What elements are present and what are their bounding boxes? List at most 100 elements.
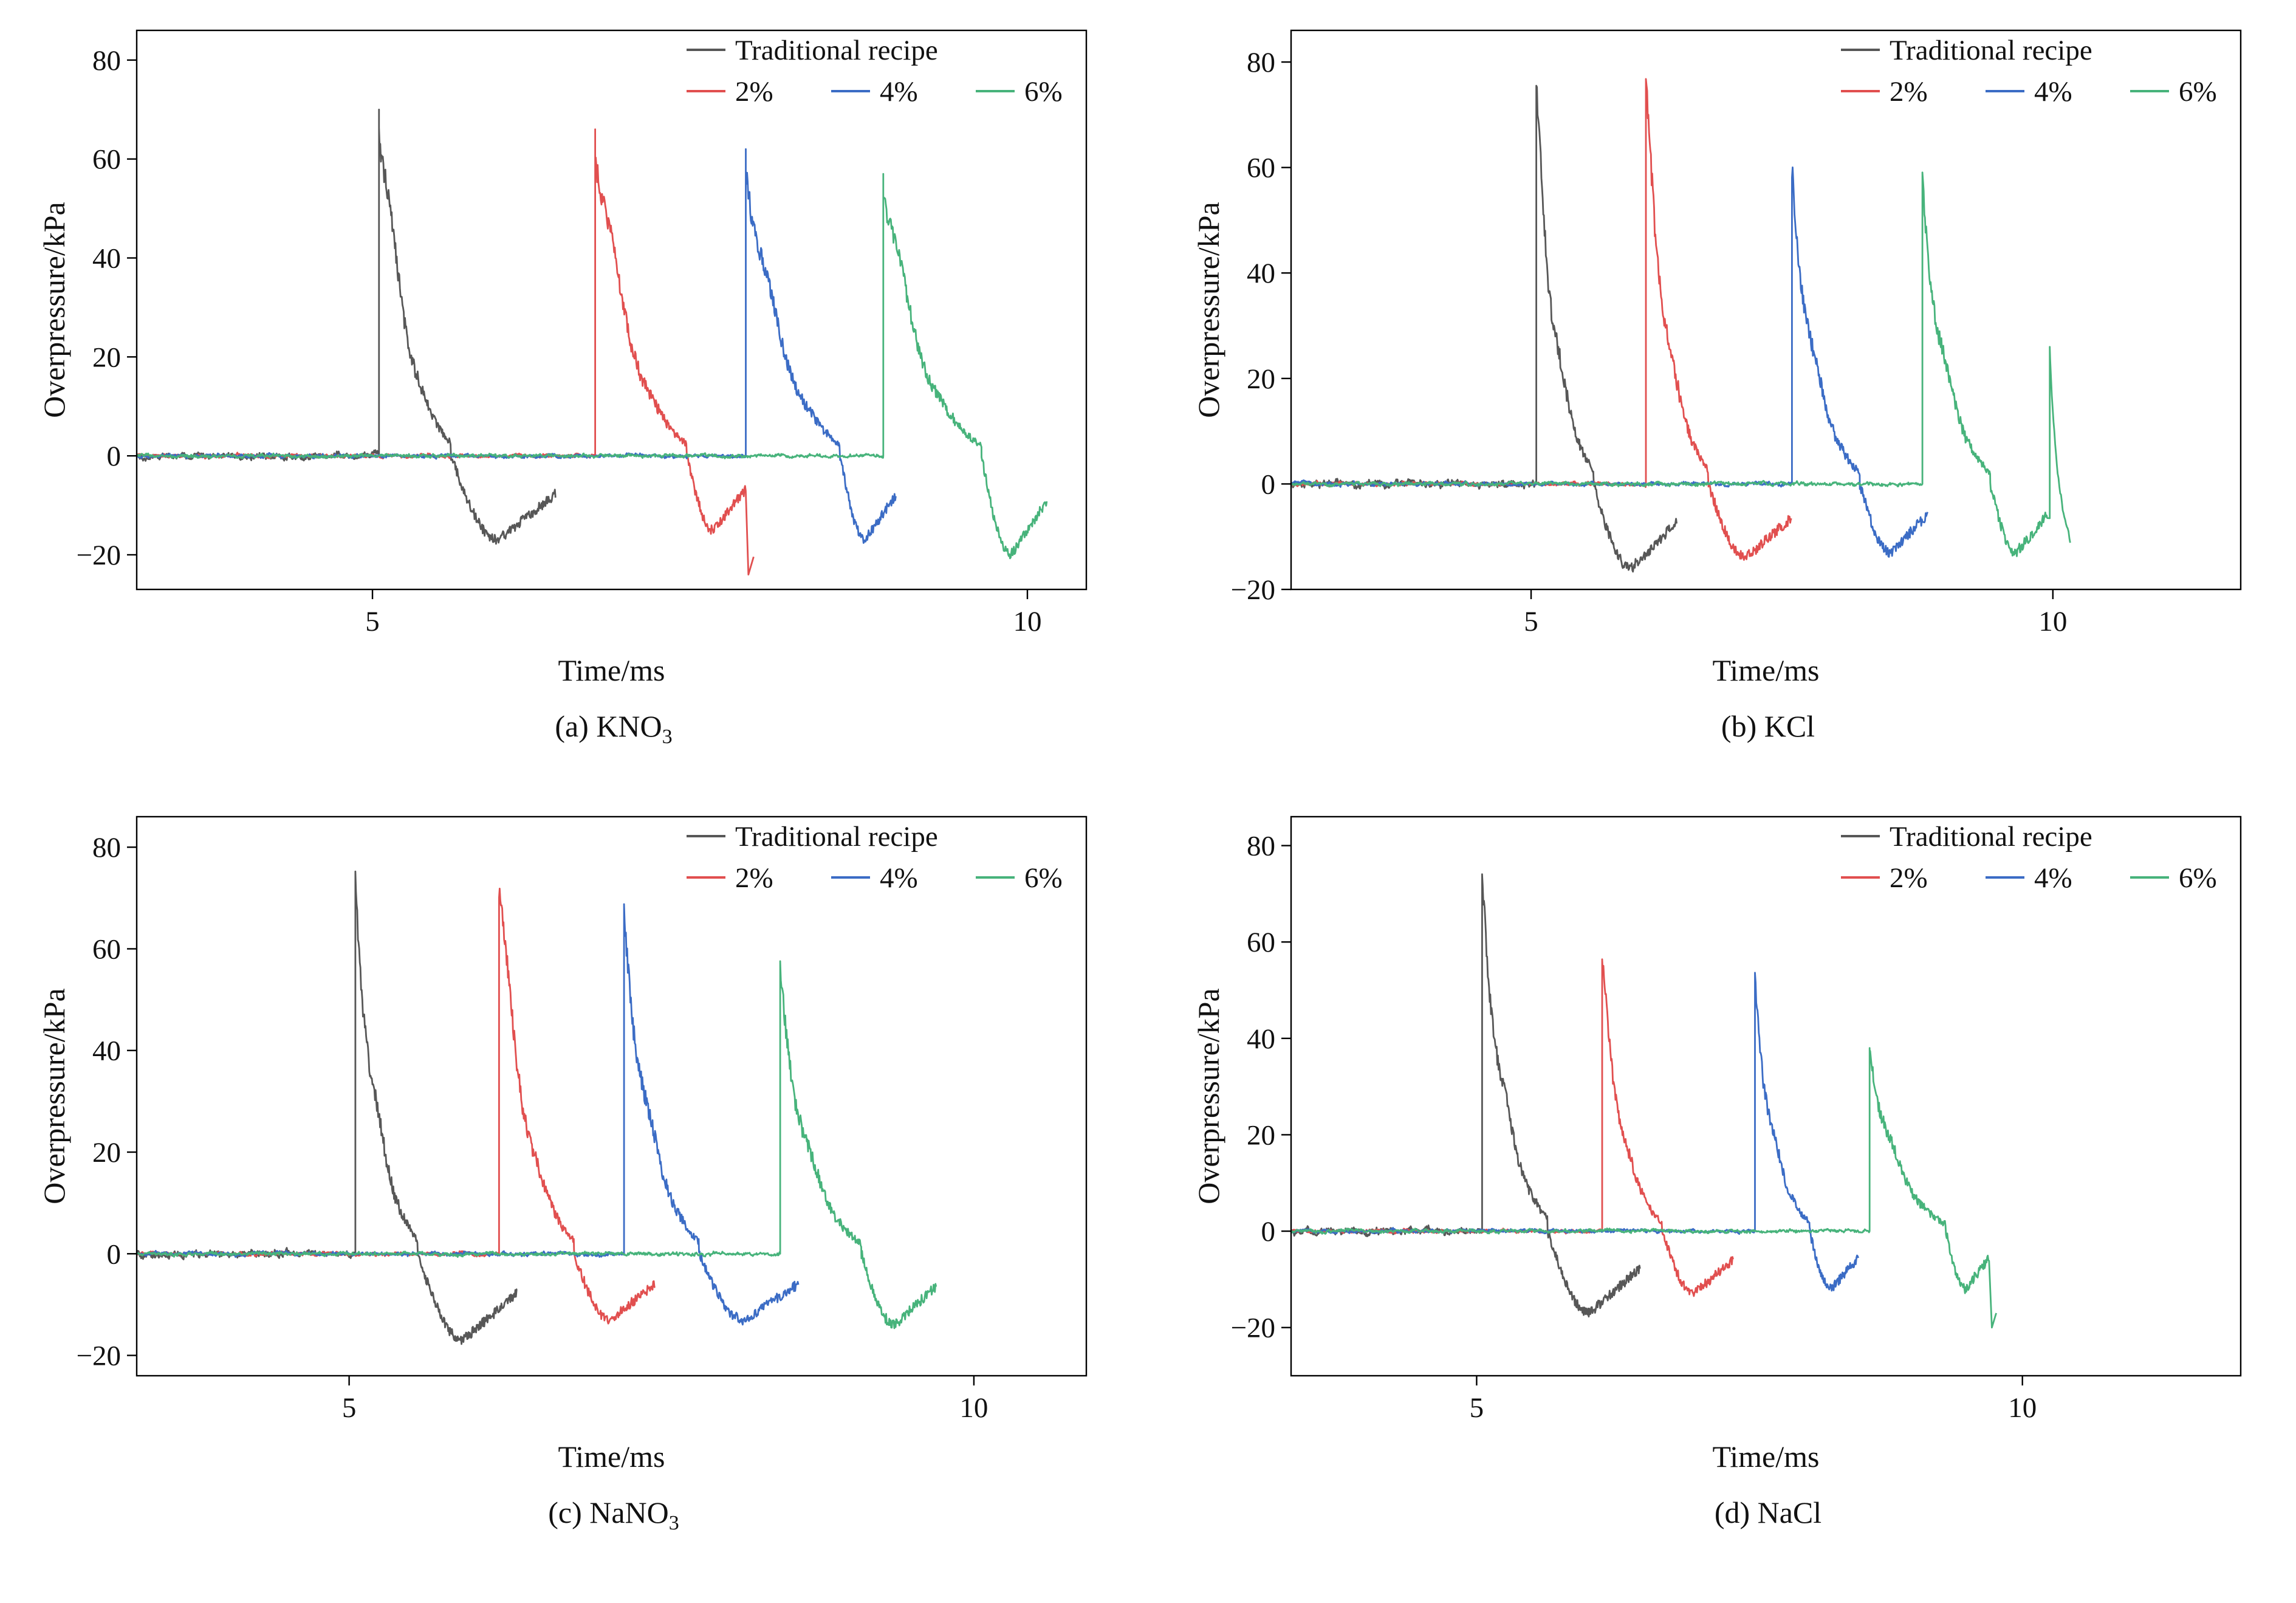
series-pct6-trace [1291, 1047, 1997, 1329]
legend-label-pct2: 2% [735, 862, 773, 894]
chart-c-svg: 80 60 40 20 0 −20 5 10 Time/ms Overpressure/kPa Tr… [37, 815, 1088, 1474]
legend-label-pct6: 6% [2179, 76, 2217, 108]
legend-label-traditional: Traditional recipe [735, 35, 938, 66]
axes-box [135, 29, 1088, 591]
series-pct4-trace [137, 903, 800, 1326]
x-tick-label: 10 [2038, 606, 2067, 637]
y-axis-label: Overpressure/kPa [1191, 988, 1225, 1204]
x-axis-label: Time/ms [1712, 653, 1819, 687]
series-pct4-trace [1291, 972, 1859, 1292]
y-tick-label: 40 [1247, 1023, 1275, 1055]
chart-nacl-plot: 80 60 40 20 0 −20 5 10 Time/ms Overpressure/kPa Tr… [1191, 807, 2254, 1494]
y-tick-label: 60 [92, 144, 121, 176]
series-traditional-trace [1291, 873, 1641, 1318]
y-tick-label: 0 [107, 441, 122, 472]
legend-label-traditional: Traditional recipe [735, 821, 938, 853]
y-tick-label: 40 [92, 1035, 121, 1067]
series-pct4-trace [137, 148, 897, 544]
y-tick-label: 40 [1247, 258, 1275, 289]
x-tick-label: 5 [365, 606, 380, 637]
chart-nano3-caption: (c) NaNO3 [36, 1495, 1100, 1535]
x-tick-label: 5 [1524, 606, 1538, 637]
y-tick-label: −20 [1230, 574, 1275, 606]
y-tick-label: 60 [92, 933, 121, 965]
chart-b-svg: 80 60 40 20 0 −20 5 10 Time/ms Overpressure/kPa Tr… [1191, 29, 2242, 687]
series-pct6-trace [137, 960, 937, 1330]
caption-text: (d) NaCl [1714, 1495, 1822, 1529]
series-pct6-trace [1291, 171, 2071, 557]
caption-subscript: 3 [662, 726, 673, 748]
caption-subscript: 3 [668, 1512, 679, 1534]
x-tick-label: 10 [1013, 606, 1041, 637]
series-pct4-trace [1291, 166, 1928, 558]
y-tick-label: 20 [1247, 1119, 1275, 1151]
figure-grid: 80 60 40 20 0 −20 5 10 Time/ms Overpressure/kPa Tr… [36, 21, 2254, 1535]
x-tick-label: 10 [959, 1392, 988, 1424]
y-tick-label: 80 [1247, 47, 1275, 78]
series-traditional-trace [137, 870, 518, 1345]
legend: Traditional recipe 2% 4% 6% [1841, 821, 2217, 894]
y-tick-label: 60 [1247, 927, 1275, 958]
x-axis-label: Time/ms [558, 653, 665, 687]
chart-nacl: 80 60 40 20 0 −20 5 10 Time/ms Overpressure/kPa Tr… [1191, 807, 2254, 1535]
legend: Traditional recipe 2% 4% 6% [687, 35, 1063, 108]
chart-nano3: 80 60 40 20 0 −20 5 10 Time/ms Overpressure/kPa Tr… [36, 807, 1100, 1535]
legend-label-pct6: 6% [1024, 76, 1063, 108]
series-traditional-trace [1291, 84, 1677, 573]
y-tick-label: 20 [92, 342, 121, 373]
y-axis-label: Overpressure/kPa [37, 988, 71, 1204]
x-tick-label: 10 [2008, 1392, 2037, 1424]
series-traditional-trace [137, 108, 557, 545]
legend-label-traditional: Traditional recipe [1890, 821, 2092, 853]
legend-label-pct4: 4% [880, 76, 918, 108]
legend-label-pct4: 4% [2034, 76, 2072, 108]
series-pct2-trace [1291, 78, 1792, 561]
legend-label-pct6: 6% [2179, 862, 2217, 894]
series-pct6-trace [137, 173, 1048, 560]
y-tick-label: −20 [76, 1340, 121, 1372]
x-axis-label: Time/ms [1712, 1440, 1819, 1474]
y-tick-label: 0 [107, 1238, 122, 1270]
legend-label-pct6: 6% [1024, 862, 1063, 894]
legend: Traditional recipe 2% 4% 6% [687, 821, 1063, 894]
y-tick-label: 80 [92, 832, 121, 863]
chart-kno3-plot: 80 60 40 20 0 −20 5 10 Time/ms Overpressure/kPa Tr… [36, 21, 1100, 707]
caption-text: (a) KNO [555, 709, 662, 743]
y-tick-label: 80 [92, 45, 121, 77]
legend-label-pct2: 2% [735, 76, 773, 108]
y-axis-label: Overpressure/kPa [1191, 202, 1225, 417]
y-tick-label: 20 [92, 1137, 121, 1169]
axes-box [135, 815, 1088, 1377]
chart-kcl-caption: (b) KCl [1191, 709, 2254, 744]
x-axis-label: Time/ms [558, 1440, 665, 1474]
chart-kcl: 80 60 40 20 0 −20 5 10 Time/ms Overpressure/kPa Tr… [1191, 21, 2254, 749]
x-tick-label: 5 [1470, 1392, 1484, 1424]
y-axis-label: Overpressure/kPa [37, 202, 71, 417]
legend-label-pct2: 2% [1890, 76, 1928, 108]
chart-nano3-plot: 80 60 40 20 0 −20 5 10 Time/ms Overpressure/kPa Tr… [36, 807, 1100, 1494]
axes-box [1290, 29, 2242, 591]
legend-label-traditional: Traditional recipe [1890, 35, 2092, 66]
y-tick-label: −20 [76, 540, 121, 571]
y-tick-label: 40 [92, 243, 121, 275]
legend-label-pct2: 2% [1890, 862, 1928, 894]
caption-text: (b) KCl [1721, 709, 1815, 743]
legend-label-pct4: 4% [2034, 862, 2072, 894]
x-tick-label: 5 [342, 1392, 357, 1424]
chart-kno3-caption: (a) KNO3 [36, 709, 1100, 749]
axes-box [1290, 815, 2242, 1377]
y-tick-label: 80 [1247, 831, 1275, 862]
legend-label-pct4: 4% [880, 862, 918, 894]
legend: Traditional recipe 2% 4% 6% [1841, 35, 2217, 108]
series-pct2-trace [137, 887, 656, 1325]
y-tick-label: 0 [1261, 1216, 1276, 1248]
chart-nacl-caption: (d) NaCl [1191, 1495, 2254, 1530]
chart-kno3: 80 60 40 20 0 −20 5 10 Time/ms Overpressure/kPa Tr… [36, 21, 1100, 749]
chart-d-svg: 80 60 40 20 0 −20 5 10 Time/ms Overpressure/kPa Tr… [1191, 815, 2242, 1474]
y-tick-label: 20 [1247, 363, 1275, 395]
y-tick-label: 60 [1247, 153, 1275, 184]
chart-a-svg: 80 60 40 20 0 −20 5 10 Time/ms Overpressure/kPa Tr… [37, 29, 1088, 687]
chart-kcl-plot: 80 60 40 20 0 −20 5 10 Time/ms Overpressure/kPa Tr… [1191, 21, 2254, 707]
y-tick-label: −20 [1230, 1313, 1275, 1344]
y-tick-label: 0 [1261, 469, 1276, 500]
